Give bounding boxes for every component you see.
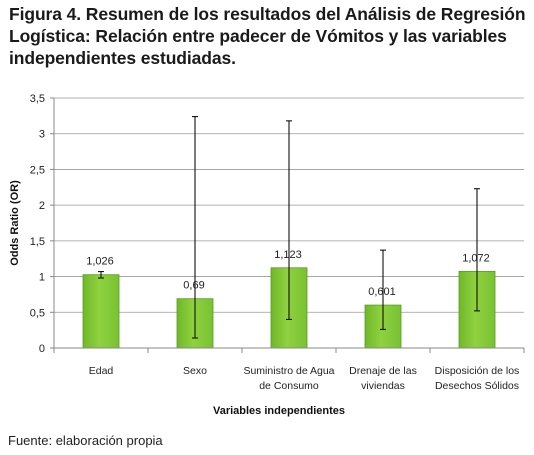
x-tick-label: Suministro de Agua [243, 365, 334, 377]
y-tick-label: 1 [39, 272, 45, 284]
data-label: 1,026 [86, 256, 114, 268]
y-tick-label: 0,5 [30, 307, 45, 319]
y-tick-label: 0 [39, 343, 45, 355]
x-axis-label: Variables independientes [213, 405, 345, 417]
data-label: 1,123 [274, 249, 302, 261]
chart-container: 0 0,5 1 1,5 2 2,5 3 3,5 1,026 0,69 1,123 0,601 1,07… [0, 80, 534, 430]
y-tick-label: 3,5 [30, 93, 45, 105]
x-tick-label: Drenaje de las [349, 365, 417, 377]
figure-title: Figura 4. Resumen de los resultados del … [9, 4, 526, 68]
x-tick-label: viviendas [361, 380, 405, 392]
bar [82, 274, 120, 349]
data-labels: 1,026 0,69 1,123 0,601 1,072 [86, 249, 490, 298]
bars [82, 267, 496, 349]
y-tick-label: 2,5 [30, 164, 45, 176]
y-tick-labels: 0 0,5 1 1,5 2 2,5 3 3,5 [30, 93, 45, 355]
y-tick-label: 1,5 [30, 236, 45, 248]
x-tick-labels: Edad Sexo Suministro de Agua de Consumo Dren… [89, 365, 520, 392]
data-label: 0,69 [183, 280, 204, 292]
y-axis-label: Odds Ratio (OR) [9, 180, 21, 266]
x-tick-label: Sexo [183, 365, 207, 377]
data-label: 1,072 [462, 252, 490, 264]
x-tick-label: de Consumo [259, 380, 319, 392]
x-tick-label: Edad [89, 365, 114, 377]
x-tick-label: Desechos Sólidos [435, 380, 519, 392]
error-bars [98, 116, 480, 339]
y-tick-label: 2 [39, 200, 45, 212]
data-label: 0,601 [368, 286, 396, 298]
y-tick-label: 3 [39, 129, 45, 141]
source-note: Fuente: elaboración propia [8, 433, 163, 448]
odds-ratio-chart: 0 0,5 1 1,5 2 2,5 3 3,5 1,026 0,69 1,123 0,601 1,07… [9, 93, 525, 417]
x-tick-label: Disposición de los [435, 365, 520, 377]
